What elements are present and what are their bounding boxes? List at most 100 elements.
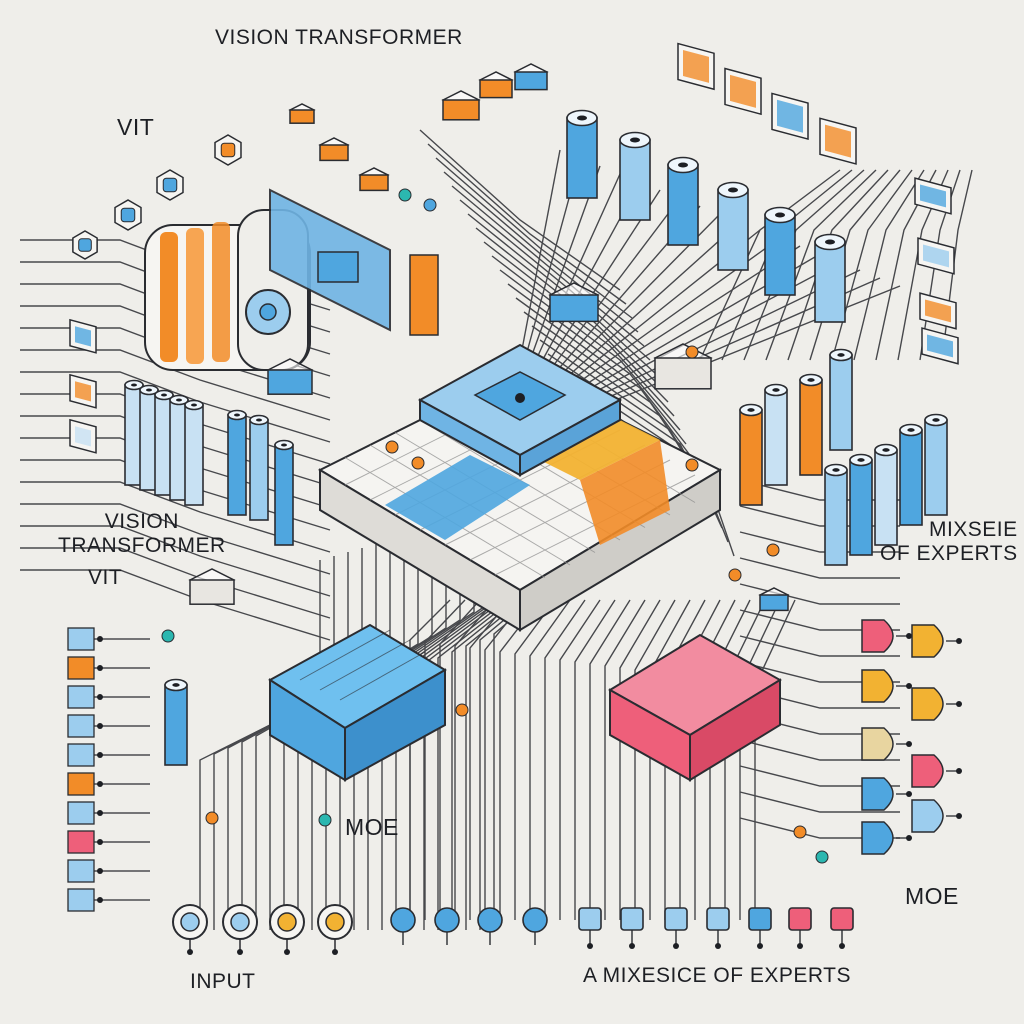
expert-cylinder-dot [832,468,840,472]
wire [739,479,900,501]
expert-gate [861,669,894,703]
wire [427,143,627,305]
input-node-dot [332,949,338,955]
cube-body [654,357,712,390]
output-node [522,907,548,933]
image-panel-fill [777,99,803,133]
output-dot [839,943,845,949]
expert-gate [861,619,894,653]
wire [531,173,621,370]
embed-cylinder-dot [131,383,137,387]
cube-body [479,79,513,99]
token-cylinders-left [124,379,294,546]
wire [739,635,900,657]
wire [739,505,900,527]
input-node-core [230,912,250,932]
embedding-dot [97,810,103,816]
moe-router-pink [608,633,782,782]
output-square [706,907,730,931]
image-panel-fill [730,74,756,108]
wire [787,169,889,361]
wire [574,599,616,920]
wire [743,169,865,361]
signal-dot [728,568,742,582]
output-node [477,907,503,933]
expert-dot [956,701,962,707]
patch-hex-core [220,142,236,158]
token-cylinder-dot [775,212,785,218]
patch-hex-core [120,207,136,223]
cube-body [549,294,599,323]
wire [483,241,669,403]
input-cylinder-dot [172,683,180,687]
embed-cylinder [227,414,247,516]
signal-dot [423,198,437,212]
wire [619,599,661,920]
cube-body [267,369,313,395]
expert-gate [911,799,944,833]
image-patch-panels [69,42,959,454]
wire [587,285,901,412]
wire [499,269,681,431]
expert-cylinder-dot [837,353,845,357]
embedding-chip [67,830,95,854]
wire [454,599,496,920]
cube-body [189,579,235,605]
wire [739,583,900,605]
embedding-stack-left [67,627,150,912]
expert-gate [861,727,894,761]
expert-gate [861,821,894,855]
wire [739,557,900,579]
wire [20,503,331,575]
token-cylinder [717,189,749,271]
wire [439,599,481,920]
image-panel-fill [927,334,953,358]
wire [724,599,766,920]
signal-dot [766,543,780,557]
cube-body [442,99,480,121]
moe-label-center: MOE [345,814,399,840]
signal-dots [161,188,829,864]
cube-body [759,594,789,612]
signal-dot [411,456,425,470]
token-cylinders-top [566,109,846,323]
expert-cylinder-dot [907,428,915,432]
wire [419,129,621,291]
wire [739,531,900,553]
expert-cylinder [899,429,923,526]
patch-hex-core [162,177,178,193]
signal-dot [318,813,332,827]
embedding-chip [67,888,95,912]
embed-cylinder-dot [146,388,152,392]
wire [739,599,781,920]
wire [765,169,877,361]
signal-dot [161,629,175,643]
embedding-dot [97,839,103,845]
wire [589,599,631,920]
image-panel-fill [75,426,91,447]
vit-label-left: VIT [88,566,123,589]
left-title: VISION TRANSFORMER [58,510,226,558]
output-dot [673,943,679,949]
expert-cylinder [849,459,873,556]
wire [424,599,466,920]
expert-dot [956,768,962,774]
wire [20,547,331,619]
token-cylinder [619,139,651,221]
wire [604,599,646,920]
embedding-chip [67,627,95,651]
vit-label-top: VIT [117,114,155,140]
output-dot [797,943,803,949]
expert-gate [861,777,894,811]
signal-dot [685,345,699,359]
output-square [620,907,644,931]
image-panel-fill [923,244,949,268]
central-grid-block [317,343,723,632]
embedding-chip [67,685,95,709]
expert-cylinder-dot [772,388,780,392]
embedding-dot [97,752,103,758]
expert-gates [861,619,962,855]
output-square [664,907,688,931]
embedding-dot [97,694,103,700]
